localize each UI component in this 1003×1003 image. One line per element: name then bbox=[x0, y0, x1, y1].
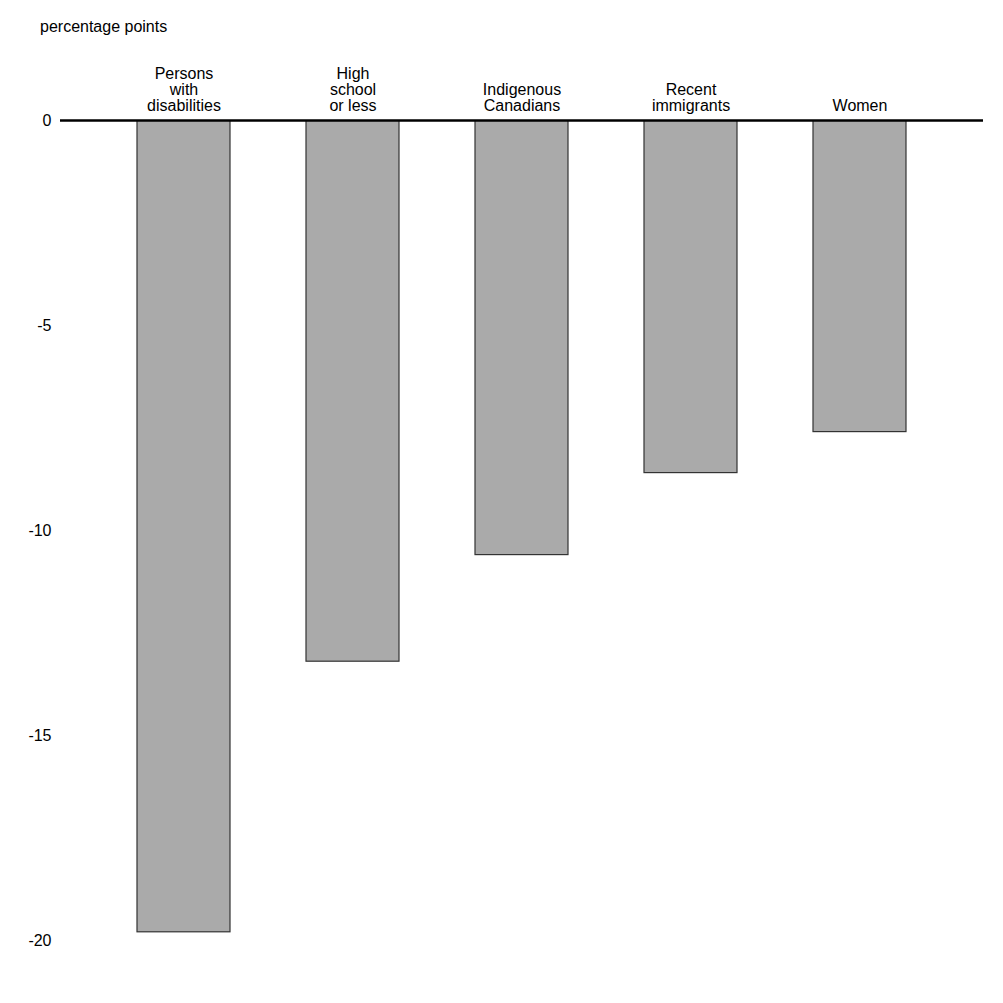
svg-text:-20: -20 bbox=[28, 932, 51, 949]
svg-text:-5: -5 bbox=[37, 317, 51, 334]
svg-text:Women: Women bbox=[833, 97, 888, 114]
svg-text:Recentimmigrants: Recentimmigrants bbox=[652, 81, 730, 114]
svg-text:-10: -10 bbox=[28, 522, 51, 539]
html-text:percentage points: percentage points bbox=[40, 18, 168, 35]
svg-text:Personswithdisabilities: Personswithdisabilities bbox=[147, 65, 221, 114]
svg-text:IndigenousCanadians: IndigenousCanadians bbox=[483, 81, 561, 114]
svg-text:-15: -15 bbox=[28, 727, 51, 744]
svg-text:Highschoolor less: Highschoolor less bbox=[329, 65, 376, 114]
svg-text:0: 0 bbox=[43, 112, 52, 129]
